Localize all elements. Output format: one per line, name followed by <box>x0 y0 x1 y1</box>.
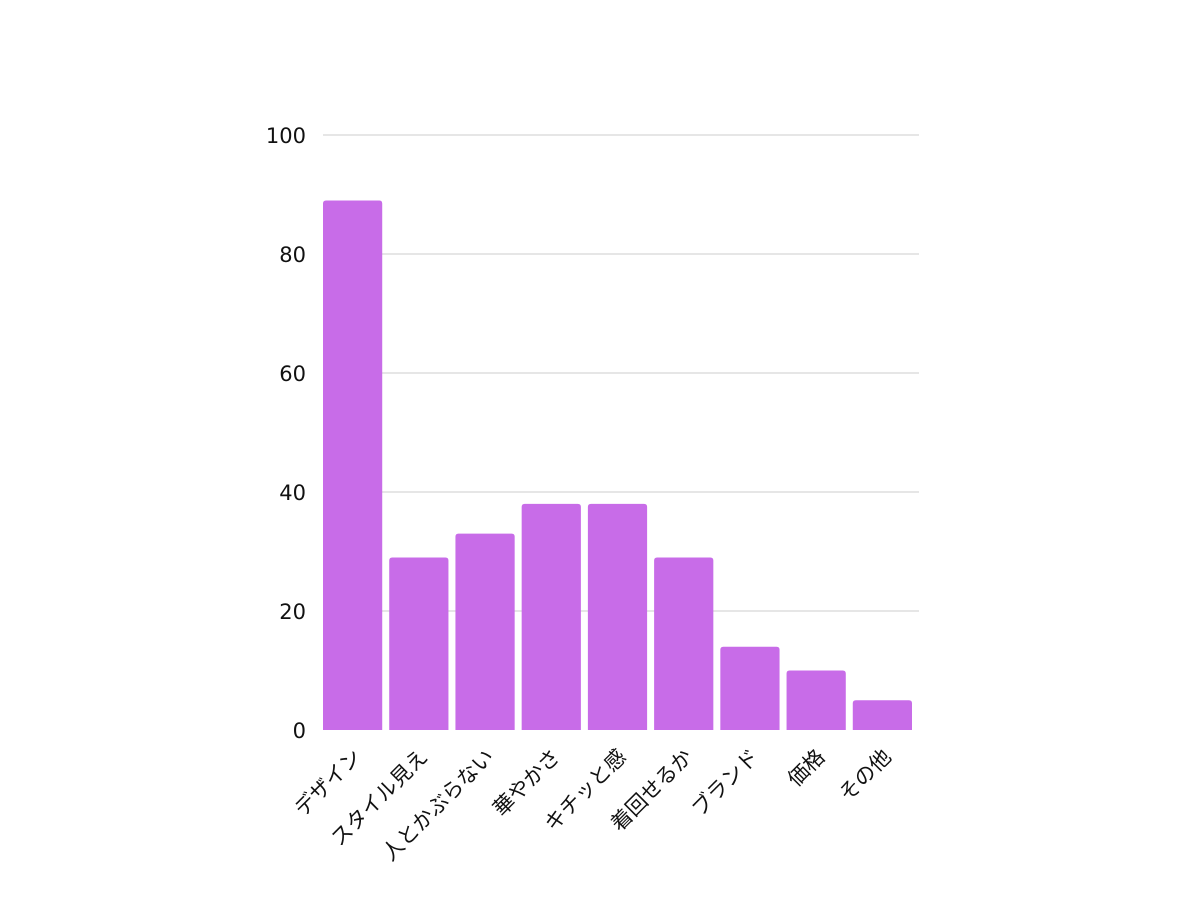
x-tick-label: 価格 <box>783 745 830 792</box>
x-tick-label: その他 <box>834 745 896 807</box>
bar-5 <box>587 503 648 730</box>
gridlines <box>323 134 919 612</box>
y-tick-label: 40 <box>279 481 306 505</box>
bar-2 <box>389 557 449 730</box>
bar-6 <box>654 557 714 730</box>
y-tick-label: 0 <box>293 719 306 743</box>
y-tick-label: 20 <box>279 600 306 624</box>
bar-8 <box>786 670 846 730</box>
x-tick-label: 人とかぶらない <box>378 745 499 866</box>
y-axis-ticks: 0 20 40 60 80 100 <box>266 124 306 743</box>
bar-3 <box>455 533 515 730</box>
y-tick-label: 60 <box>279 362 306 386</box>
bar-4 <box>521 503 581 730</box>
bar-9 <box>852 700 912 730</box>
bar-7 <box>720 646 780 730</box>
y-tick-label: 80 <box>279 243 306 267</box>
x-tick-label: ブランド <box>687 745 763 821</box>
bar-1 <box>323 200 383 730</box>
y-tick-label: 100 <box>266 124 306 148</box>
bars <box>323 200 912 730</box>
